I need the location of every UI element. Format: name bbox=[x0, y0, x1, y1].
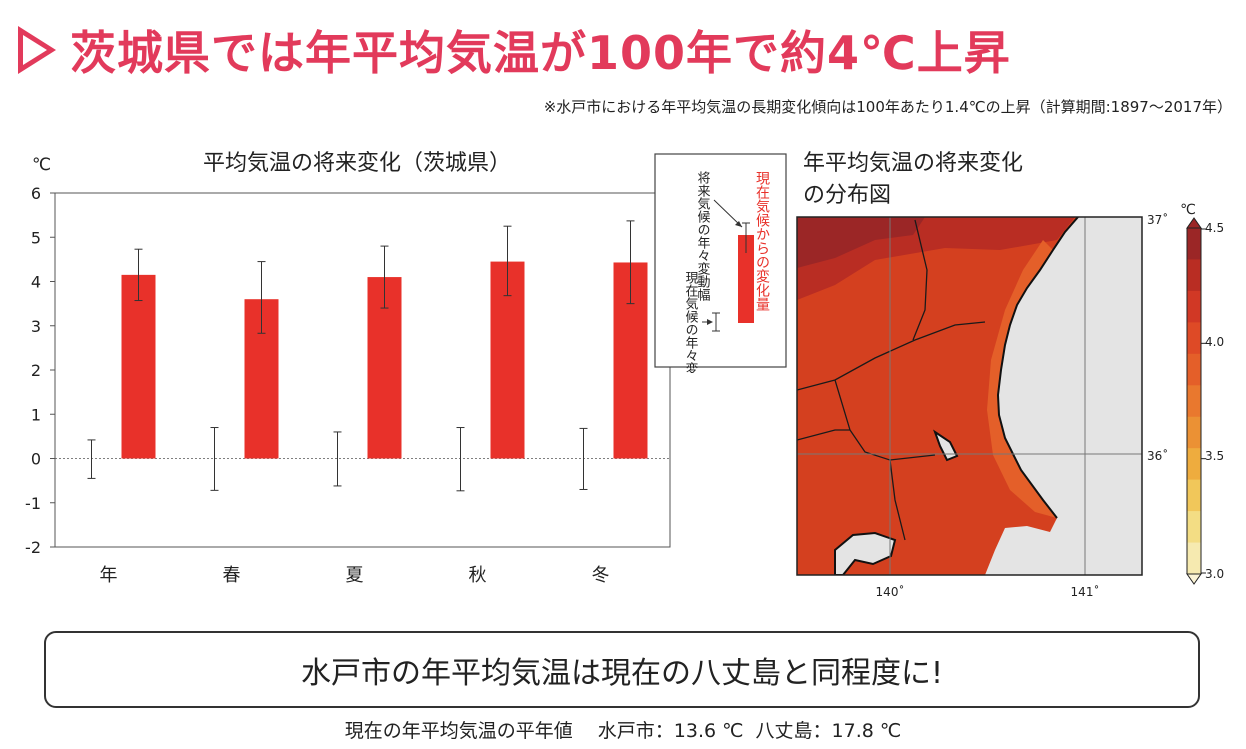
colorbar-segment bbox=[1187, 228, 1201, 260]
map-title-line2: の分布図 bbox=[803, 183, 891, 208]
colorbar-segment bbox=[1187, 542, 1201, 575]
y-tick-label: 3 bbox=[31, 317, 41, 336]
colorbar-unit: ℃ bbox=[1180, 202, 1196, 218]
map-bay bbox=[834, 531, 897, 575]
footer-note: 現在の年平均気温の平年値 水戸市：13.6 ℃ 八丈島：17.8 ℃ bbox=[344, 720, 902, 742]
y-tick-label: 0 bbox=[31, 450, 41, 469]
y-tick-label: 4 bbox=[31, 273, 41, 292]
map-title-line1: 年平均気温の将来変化 bbox=[803, 151, 1023, 176]
legend-future-arrow bbox=[713, 199, 743, 228]
colorbar-segment bbox=[1187, 353, 1201, 386]
legend-sample-bar bbox=[738, 235, 754, 323]
headline: 茨城県では年平均気温が100年で約4℃上昇 bbox=[18, 14, 1011, 86]
bar-0 bbox=[121, 274, 156, 459]
map-lake bbox=[933, 429, 959, 462]
colorbar-tick-4-0: 4.0 bbox=[1205, 335, 1224, 349]
x-category-label-4: 冬 bbox=[592, 565, 610, 586]
colorbar-segment bbox=[1187, 259, 1201, 292]
map-coastline bbox=[996, 217, 1079, 519]
colorbar-segment bbox=[1187, 448, 1201, 481]
legend-present-arrowhead bbox=[707, 319, 713, 325]
legend-change-label: 現在気候からの変化量 bbox=[754, 171, 770, 311]
colorbar-segment bbox=[1187, 511, 1201, 544]
colorbar-top-arrow bbox=[1186, 217, 1202, 229]
y-axis-unit: ℃ bbox=[32, 155, 51, 175]
colorbar-tick-4-5: 4.5 bbox=[1205, 221, 1224, 235]
colorbar-bottom-arrow bbox=[1186, 573, 1202, 585]
map-cool-coast bbox=[987, 240, 1057, 518]
colorbar-segment bbox=[1187, 322, 1201, 355]
legend-frame bbox=[654, 153, 787, 368]
y-tick-label: 2 bbox=[31, 361, 41, 380]
map-prefecture-borders bbox=[797, 219, 986, 541]
summary-text: 水戸市の年平均気温は現在の八丈島と同程度に! bbox=[300, 655, 944, 691]
lon-label-141: 141˚ bbox=[1071, 584, 1100, 599]
x-category-label-1: 春 bbox=[223, 565, 241, 586]
y-tick-label: -2 bbox=[25, 538, 41, 557]
lon-label-140: 140˚ bbox=[876, 584, 905, 599]
x-category-label-2: 夏 bbox=[346, 565, 364, 586]
lat-label-37: 37˚ bbox=[1147, 212, 1168, 227]
chart-title: 平均気温の将来変化（茨城県） bbox=[203, 151, 511, 176]
legend-future-label: 将来気候の年々変動幅 bbox=[695, 171, 711, 302]
colorbar-tick-3-0: 3.0 bbox=[1205, 567, 1224, 581]
map-panel: 年平均気温の将来変化 の分布図 37˚ 36˚ 140˚ 141˚ ℃ 4.5 … bbox=[796, 151, 1224, 599]
x-category-label-3: 秋 bbox=[469, 565, 487, 586]
map-frame bbox=[796, 216, 1143, 576]
headline-text: 茨城県では年平均気温が100年で約4℃上昇 bbox=[70, 26, 1011, 80]
colorbar-segment bbox=[1187, 416, 1201, 449]
legend-box: 現在気候からの変化量 将来気候の年々変動幅 現在気候の年々変動幅 bbox=[654, 153, 787, 373]
legend-present-label: 現在気候の年々変動幅 bbox=[683, 271, 699, 373]
legend-future-arrowhead bbox=[735, 221, 742, 227]
map-hottest-northwest bbox=[797, 217, 925, 268]
colorbar-frame bbox=[1186, 228, 1202, 574]
summary-box: 水戸市の年平均気温は現在の八丈島と同程度に! bbox=[44, 631, 1200, 708]
y-tick-label: 1 bbox=[31, 405, 41, 424]
x-category-label-0: 年 bbox=[100, 565, 118, 586]
y-tick-label: 6 bbox=[31, 184, 41, 203]
y-tick-label: 5 bbox=[31, 228, 41, 247]
triangle-play-icon bbox=[18, 26, 56, 74]
colorbar-segment bbox=[1187, 290, 1201, 323]
bar-chart: 平均気温の将来変化（茨城県） ℃ 6 5 4 3 2 1 0 -1 -2 年 春 夏 秋 冬 bbox=[25, 151, 671, 586]
colorbar-segment bbox=[1187, 385, 1201, 418]
colorbar-tick-3-5: 3.5 bbox=[1205, 449, 1224, 463]
colorbar-segment bbox=[1187, 479, 1201, 512]
y-tick-label: -1 bbox=[25, 494, 41, 513]
lat-label-36: 36˚ bbox=[1147, 448, 1168, 463]
footnote-trend: ※水戸市における年平均気温の長期変化傾向は100年あたり1.4℃の上昇（計算期間… bbox=[543, 98, 1232, 116]
